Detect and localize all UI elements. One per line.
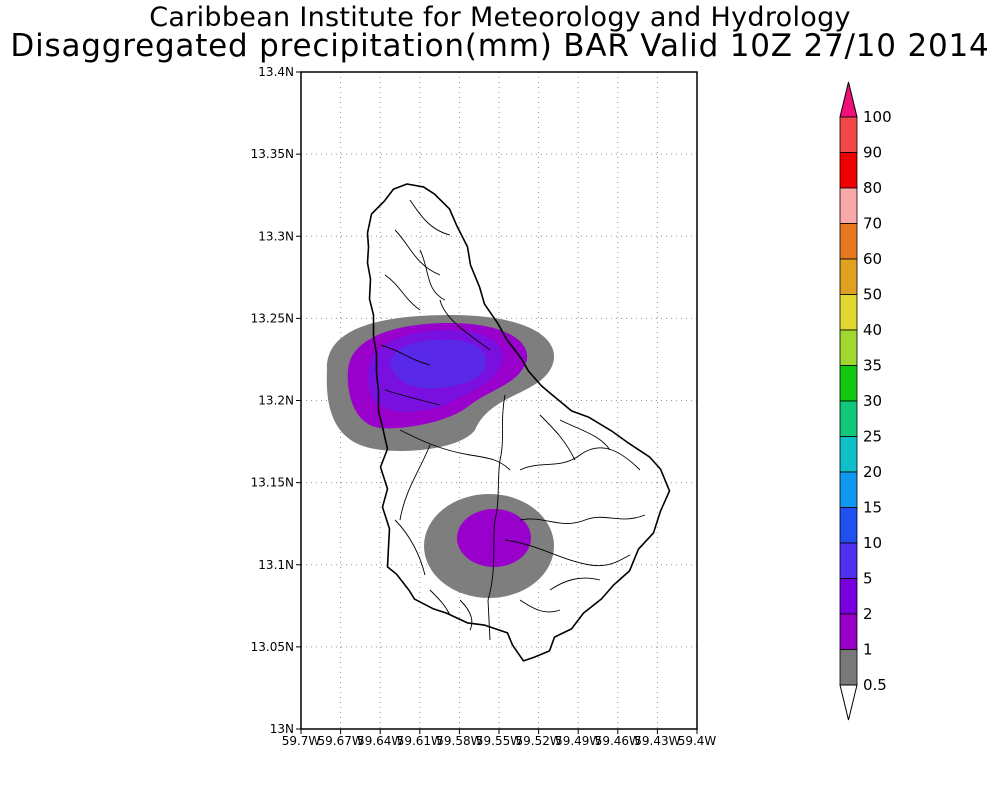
lat-tick-label: 13.25N bbox=[251, 311, 294, 325]
colorbar-swatch bbox=[839, 294, 858, 331]
colorbar-label: 60 bbox=[863, 250, 882, 268]
lat-tick-label: 13.35N bbox=[251, 147, 294, 161]
colorbar-label: 2 bbox=[863, 605, 873, 623]
precip-north-blue-violet bbox=[390, 339, 487, 389]
colorbar-label: 50 bbox=[863, 286, 882, 304]
colorbar-swatch bbox=[839, 400, 858, 437]
colorbar: 100 90 80 70 60 50 40 35 30 25 20 15 10 5 2 1 0.5 bbox=[839, 81, 892, 721]
colorbar-label: 80 bbox=[863, 179, 882, 197]
grid-lines bbox=[301, 72, 697, 729]
colorbar-label: 30 bbox=[863, 392, 882, 410]
colorbar-swatch bbox=[839, 578, 858, 615]
lon-tick-label: 59.64W bbox=[357, 734, 403, 748]
lat-tick-label: 13.15N bbox=[251, 476, 294, 490]
lat-tick-label: 13.3N bbox=[258, 229, 294, 243]
lat-tick-label: 13.2N bbox=[258, 394, 294, 408]
colorbar-swatch bbox=[839, 436, 858, 473]
lat-tick-label: 13.1N bbox=[258, 558, 294, 572]
colorbar-label: 90 bbox=[863, 144, 882, 162]
lat-tick-label: 13.05N bbox=[251, 640, 294, 654]
colorbar-label: 0.5 bbox=[863, 676, 887, 694]
colorbar-label: 10 bbox=[863, 534, 882, 552]
colorbar-label: 20 bbox=[863, 463, 882, 481]
colorbar-swatch bbox=[839, 329, 858, 366]
lon-tick-label: 59.7W bbox=[282, 734, 321, 748]
lon-tick-label: 59.58W bbox=[436, 734, 482, 748]
chart-subtitle: Disaggregated precipitation(mm) BAR Vali… bbox=[10, 28, 990, 64]
lon-tick-label: 59.46W bbox=[595, 734, 641, 748]
colorbar-swatch bbox=[839, 471, 858, 508]
colorbar-label: 100 bbox=[863, 108, 892, 126]
lon-tick-label: 59.55W bbox=[476, 734, 522, 748]
colorbar-swatch bbox=[839, 542, 858, 579]
colorbar-label: 15 bbox=[863, 499, 882, 517]
latitude-axis: 13.4N 13.35N 13.3N 13.25N 13.2N 13.15N 13.1N 13… bbox=[251, 65, 301, 736]
lon-tick-label: 59.49W bbox=[555, 734, 601, 748]
longitude-axis: 59.7W59.67W59.64W59.61W59.58W59.55W59.52… bbox=[282, 729, 717, 748]
lat-tick-label: 13.4N bbox=[258, 65, 294, 79]
lon-tick-label: 59.52W bbox=[515, 734, 561, 748]
colorbar-swatch bbox=[839, 223, 858, 260]
colorbar-label: 5 bbox=[863, 570, 873, 588]
colorbar-swatch bbox=[839, 258, 858, 295]
colorbar-label: 70 bbox=[863, 215, 882, 233]
colorbar-label: 1 bbox=[863, 641, 873, 659]
lon-tick-label: 59.61W bbox=[397, 734, 443, 748]
lon-tick-label: 59.67W bbox=[317, 734, 363, 748]
colorbar-label: 25 bbox=[863, 428, 882, 446]
island-outline bbox=[366, 183, 671, 662]
colorbar-bottom-triangle bbox=[839, 684, 858, 721]
colorbar-swatch bbox=[839, 507, 858, 544]
lat-tick-label: 13N bbox=[270, 722, 294, 736]
colorbar-swatch bbox=[839, 365, 858, 402]
lon-tick-label: 59.4W bbox=[678, 734, 717, 748]
chart-title: Caribbean Institute for Meteorology and … bbox=[149, 2, 851, 33]
colorbar-swatch bbox=[839, 152, 858, 189]
parish-boundaries bbox=[379, 199, 646, 641]
colorbar-label: 35 bbox=[863, 357, 882, 375]
colorbar-label: 40 bbox=[863, 321, 882, 339]
colorbar-swatch bbox=[839, 649, 858, 686]
colorbar-swatch bbox=[839, 187, 858, 224]
lon-tick-label: 59.43W bbox=[634, 734, 680, 748]
colorbar-swatch bbox=[839, 613, 858, 650]
colorbar-top-triangle bbox=[839, 81, 858, 118]
colorbar-swatch bbox=[839, 116, 858, 153]
